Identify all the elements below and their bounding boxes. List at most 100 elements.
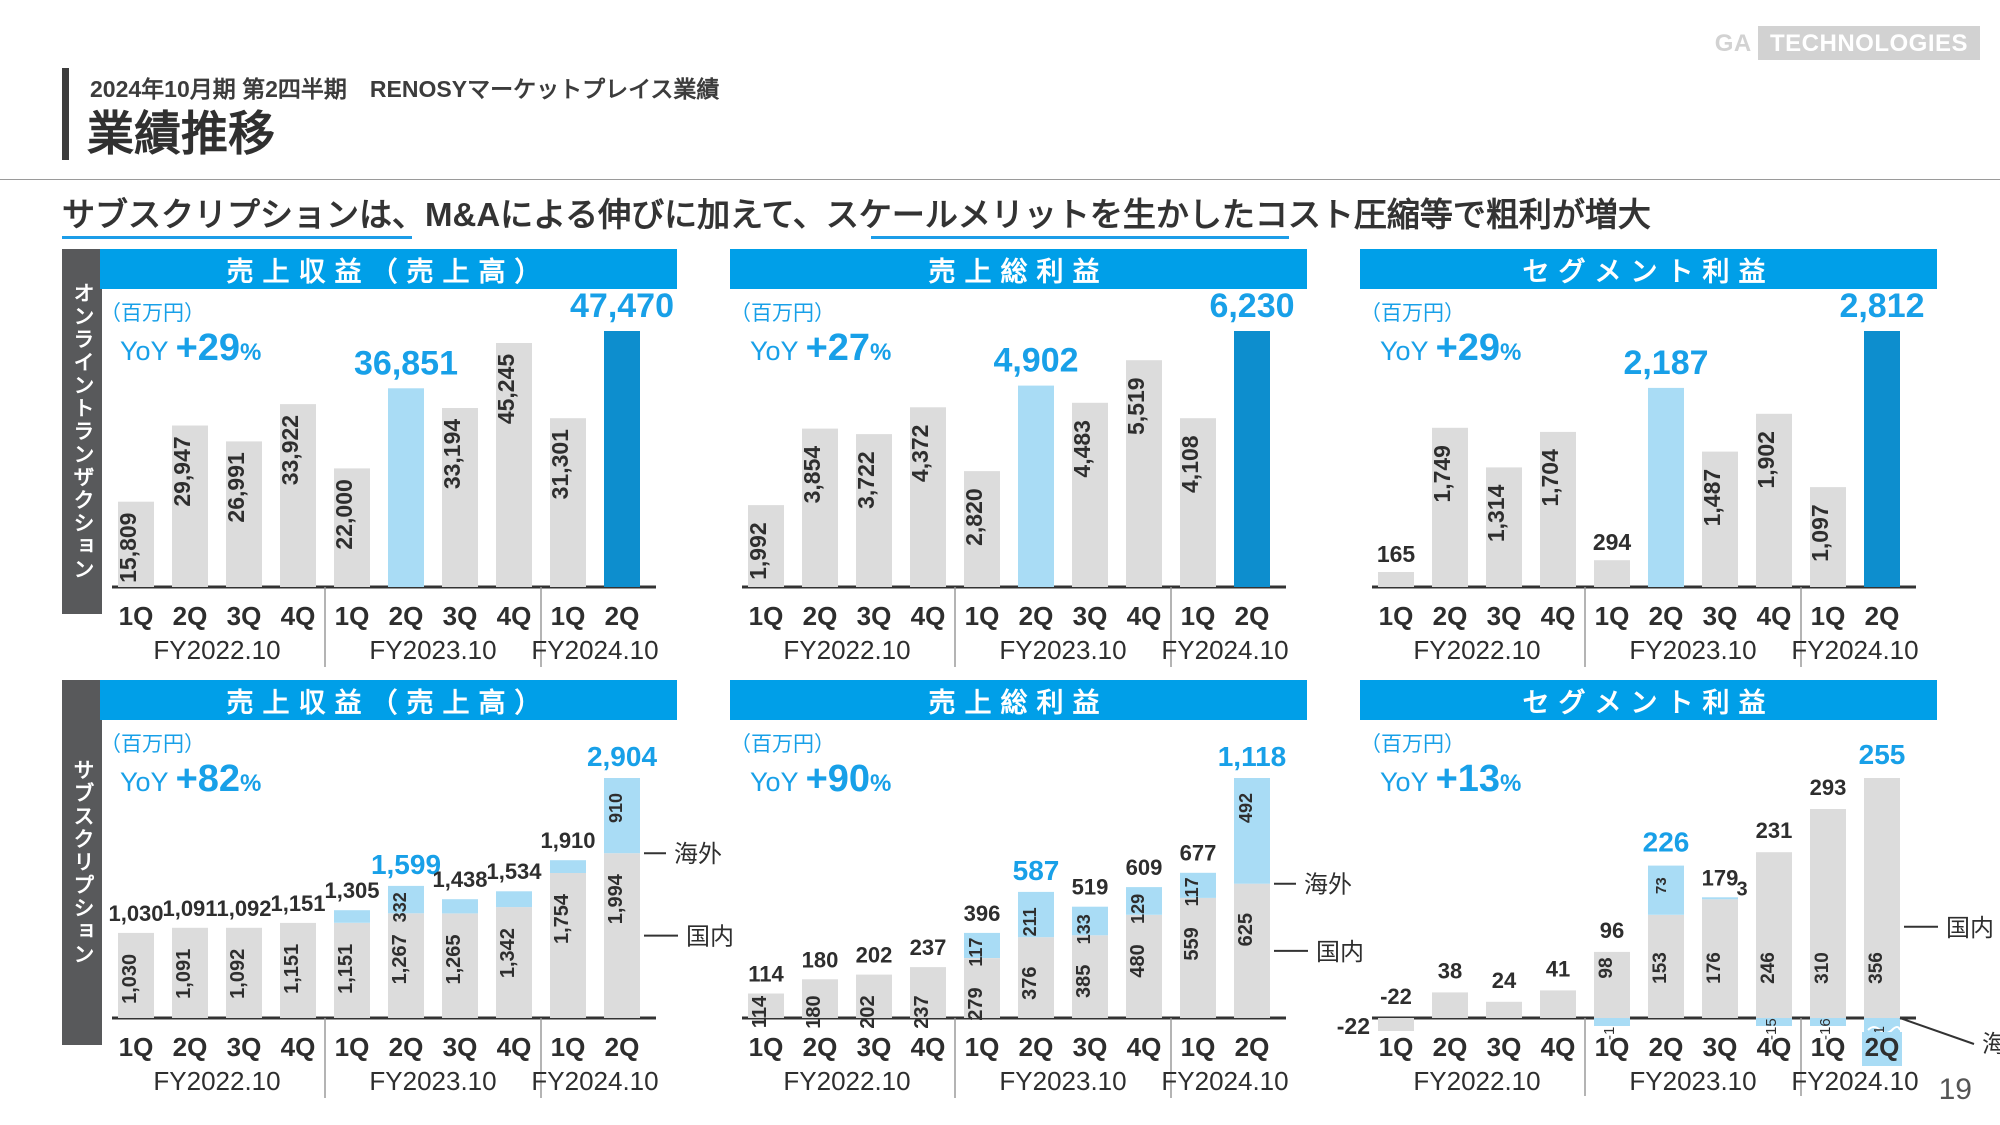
svg-text:1Q: 1Q	[1379, 1032, 1414, 1062]
svg-text:国内: 国内	[686, 924, 734, 951]
svg-text:3Q: 3Q	[1073, 1032, 1108, 1062]
svg-text:33,922: 33,922	[277, 415, 303, 485]
svg-text:2Q: 2Q	[1019, 1032, 1054, 1062]
svg-text:38: 38	[1438, 958, 1462, 983]
svg-text:1Q: 1Q	[335, 601, 370, 631]
svg-text:1,342: 1,342	[497, 928, 519, 978]
svg-text:-22: -22	[1337, 1013, 1370, 1039]
svg-text:FY2023.10: FY2023.10	[369, 1066, 496, 1096]
svg-text:2,904: 2,904	[587, 741, 657, 772]
svg-text:4Q: 4Q	[1541, 601, 1576, 631]
svg-text:246: 246	[1758, 952, 1779, 984]
svg-text:1,704: 1,704	[1537, 449, 1563, 507]
svg-text:36,851: 36,851	[354, 344, 458, 382]
svg-text:73: 73	[1653, 877, 1670, 894]
svg-text:国内: 国内	[1316, 939, 1364, 966]
svg-text:1,151: 1,151	[270, 891, 325, 916]
svg-text:2Q: 2Q	[605, 1032, 640, 1062]
svg-text:47,470: 47,470	[570, 287, 674, 325]
svg-text:4Q: 4Q	[497, 601, 532, 631]
svg-text:4,372: 4,372	[907, 425, 933, 483]
svg-text:FY2024.10: FY2024.10	[1161, 1066, 1288, 1096]
svg-text:237: 237	[910, 935, 947, 960]
svg-text:FY2023.10: FY2023.10	[1629, 635, 1756, 665]
svg-text:129: 129	[1128, 894, 1148, 924]
svg-text:179: 179	[1702, 865, 1739, 890]
svg-text:1Q: 1Q	[551, 1032, 586, 1062]
svg-text:98: 98	[1596, 957, 1617, 978]
svg-text:2Q: 2Q	[389, 601, 424, 631]
svg-text:FY2022.10: FY2022.10	[1413, 635, 1540, 665]
svg-text:3Q: 3Q	[227, 601, 262, 631]
svg-text:1Q: 1Q	[335, 1032, 370, 1062]
svg-text:2Q: 2Q	[1019, 601, 1054, 631]
svg-text:625: 625	[1235, 913, 1257, 946]
svg-text:3Q: 3Q	[857, 601, 892, 631]
svg-text:1,265: 1,265	[443, 934, 465, 984]
svg-text:1Q: 1Q	[1811, 601, 1846, 631]
svg-text:FY2022.10: FY2022.10	[153, 635, 280, 665]
svg-text:1Q: 1Q	[749, 601, 784, 631]
svg-text:FY2024.10: FY2024.10	[1791, 635, 1918, 665]
svg-text:1,994: 1,994	[605, 873, 627, 924]
svg-text:4,902: 4,902	[993, 342, 1078, 380]
svg-text:31,301: 31,301	[547, 429, 573, 500]
svg-text:1,030: 1,030	[119, 954, 141, 1004]
svg-text:2,187: 2,187	[1623, 344, 1708, 382]
svg-text:3Q: 3Q	[1703, 601, 1738, 631]
svg-text:559: 559	[1181, 927, 1203, 960]
svg-text:910: 910	[606, 793, 626, 823]
svg-text:海外: 海外	[1304, 872, 1352, 899]
svg-text:FY2023.10: FY2023.10	[369, 635, 496, 665]
svg-text:24: 24	[1492, 968, 1517, 993]
svg-text:1,151: 1,151	[281, 944, 303, 994]
svg-text:1Q: 1Q	[1379, 601, 1414, 631]
svg-text:1,092: 1,092	[216, 896, 271, 921]
svg-text:4Q: 4Q	[1541, 1032, 1576, 1062]
svg-text:4Q: 4Q	[1127, 601, 1162, 631]
svg-text:587: 587	[1013, 855, 1060, 886]
svg-text:FY2022.10: FY2022.10	[783, 635, 910, 665]
svg-text:2Q: 2Q	[1649, 601, 1684, 631]
svg-text:1,487: 1,487	[1699, 469, 1725, 527]
svg-text:385: 385	[1073, 965, 1095, 998]
svg-text:1Q: 1Q	[119, 1032, 154, 1062]
svg-text:202: 202	[856, 943, 893, 968]
svg-text:3Q: 3Q	[443, 1032, 478, 1062]
svg-text:1,091: 1,091	[162, 896, 217, 921]
svg-text:22,000: 22,000	[331, 479, 357, 549]
svg-text:2Q: 2Q	[1865, 1032, 1900, 1062]
svg-text:356: 356	[1866, 952, 1887, 984]
svg-text:FY2024.10: FY2024.10	[1161, 635, 1288, 665]
svg-text:1Q: 1Q	[965, 601, 1000, 631]
svg-text:2Q: 2Q	[1865, 601, 1900, 631]
svg-text:180: 180	[803, 995, 825, 1028]
svg-text:1,749: 1,749	[1429, 445, 1455, 503]
svg-text:4Q: 4Q	[1757, 1032, 1792, 1062]
svg-text:2Q: 2Q	[1649, 1032, 1684, 1062]
svg-text:3Q: 3Q	[1487, 601, 1522, 631]
svg-text:2,812: 2,812	[1839, 287, 1924, 325]
svg-text:6,230: 6,230	[1209, 287, 1294, 325]
svg-text:FY2024.10: FY2024.10	[531, 1066, 658, 1096]
svg-text:5,519: 5,519	[1123, 377, 1149, 435]
svg-text:FY2024.10: FY2024.10	[1791, 1066, 1918, 1096]
svg-text:1,438: 1,438	[432, 867, 487, 892]
svg-text:492: 492	[1236, 793, 1256, 823]
svg-text:332: 332	[390, 892, 410, 922]
svg-text:2Q: 2Q	[803, 601, 838, 631]
svg-text:4Q: 4Q	[281, 601, 316, 631]
svg-text:-22: -22	[1380, 984, 1412, 1009]
svg-text:4Q: 4Q	[911, 601, 946, 631]
svg-text:677: 677	[1180, 841, 1217, 866]
svg-text:293: 293	[1810, 775, 1847, 800]
svg-text:96: 96	[1600, 918, 1624, 943]
svg-text:3Q: 3Q	[227, 1032, 262, 1062]
svg-text:255: 255	[1859, 739, 1906, 770]
svg-text:3Q: 3Q	[1703, 1032, 1738, 1062]
svg-text:2Q: 2Q	[1433, 1032, 1468, 1062]
svg-text:FY2023.10: FY2023.10	[999, 1066, 1126, 1096]
svg-text:2Q: 2Q	[173, 601, 208, 631]
svg-text:4Q: 4Q	[1757, 601, 1792, 631]
svg-text:1,097: 1,097	[1807, 504, 1833, 562]
